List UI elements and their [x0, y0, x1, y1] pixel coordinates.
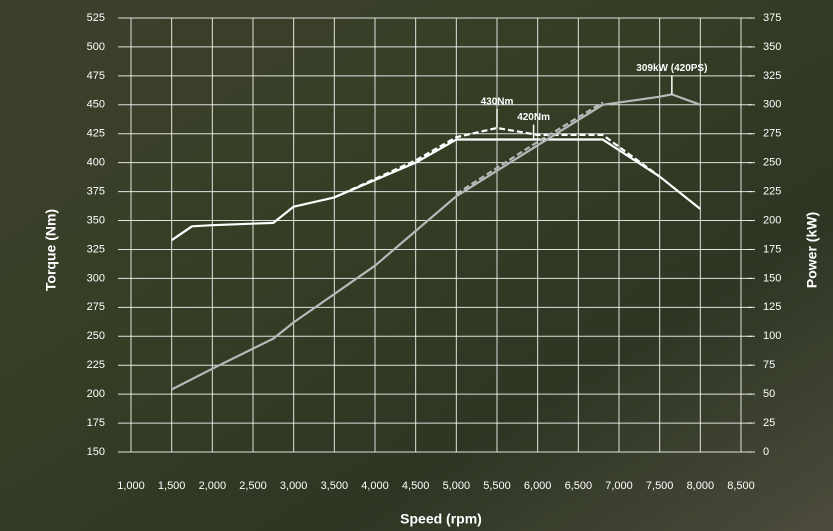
y2-tick-label: 25	[763, 417, 775, 429]
x-tick-label: 1,500	[158, 480, 186, 492]
y2-tick-label: 275	[763, 128, 781, 140]
x-tick-label: 7,000	[605, 480, 633, 492]
y-tick-label: 225	[87, 359, 105, 371]
y-tick-label: 475	[87, 70, 105, 82]
series-line	[333, 126, 661, 199]
y-axis-title: Torque (Nm)	[43, 209, 59, 291]
x-tick-label: 3,500	[321, 480, 349, 492]
y2-tick-label: 100	[763, 330, 781, 342]
x-tick-label: 1,000	[117, 480, 145, 492]
y-tick-label: 500	[87, 41, 105, 53]
y-tick-label: 150	[87, 446, 105, 458]
y2-tick-label: 0	[763, 446, 769, 458]
y2-tick-label: 150	[763, 272, 781, 284]
series-line	[171, 93, 701, 391]
y-tick-label: 250	[87, 330, 105, 342]
y2-tick-label: 75	[763, 359, 775, 371]
y-tick-label: 400	[87, 157, 105, 169]
y2-tick-label: 225	[763, 186, 781, 198]
x-tick-label: 6,500	[565, 480, 593, 492]
y-tick-label: 375	[87, 186, 105, 198]
x-tick-label: 6,000	[524, 480, 552, 492]
y-tick-label: 525	[87, 12, 105, 24]
y2-axis-title: Power (kW)	[804, 212, 820, 288]
x-tick-label: 8,000	[687, 480, 715, 492]
y-tick-label: 425	[87, 128, 105, 140]
x-tick-label: 2,000	[199, 480, 227, 492]
x-tick-label: 2,500	[239, 480, 267, 492]
y2-tick-label: 50	[763, 388, 775, 400]
y-tick-label: 275	[87, 301, 105, 313]
x-tick-label: 4,500	[402, 480, 430, 492]
y2-tick-label: 325	[763, 70, 781, 82]
y-tick-label: 200	[87, 388, 105, 400]
y2-tick-label: 200	[763, 214, 781, 226]
y-tick-label: 300	[87, 272, 105, 284]
y-tick-label: 450	[87, 99, 105, 111]
x-tick-label: 7,500	[646, 480, 674, 492]
y-tick-label: 325	[87, 243, 105, 255]
y2-tick-label: 350	[763, 41, 781, 53]
series-line	[171, 138, 702, 242]
y2-tick-label: 250	[763, 157, 781, 169]
annotation-label: 430Nm	[481, 97, 514, 108]
y-tick-label: 175	[87, 417, 105, 429]
annotation-label: 309kW (420PS)	[636, 63, 707, 74]
y2-tick-label: 125	[763, 301, 781, 313]
x-axis-title: Speed (rpm)	[400, 511, 482, 527]
y-tick-label: 350	[87, 214, 105, 226]
x-tick-label: 3,000	[280, 480, 308, 492]
y2-tick-label: 375	[763, 12, 781, 24]
x-tick-label: 8,500	[727, 480, 755, 492]
annotation-label: 420Nm	[517, 112, 550, 123]
x-tick-label: 5,500	[483, 480, 511, 492]
y2-tick-label: 300	[763, 99, 781, 111]
x-tick-label: 4,000	[361, 480, 389, 492]
y2-tick-label: 175	[763, 243, 781, 255]
x-tick-label: 5,000	[443, 480, 471, 492]
series-line	[455, 101, 604, 195]
